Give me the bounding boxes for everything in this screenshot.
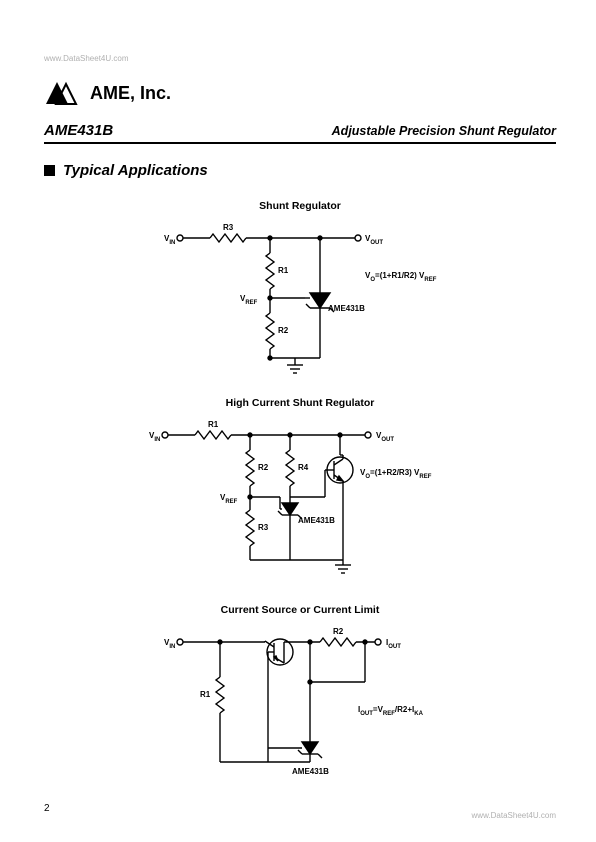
shunt-regulator-schematic: VIN R3 VOUT R1 VREF R2 AME431B VO=(1+R1/…: [150, 218, 450, 378]
page-subtitle: Adjustable Precision Shunt Regulator: [332, 124, 556, 138]
svg-text:VIN: VIN: [149, 431, 160, 443]
svg-text:AME431B: AME431B: [328, 304, 365, 313]
figure-shunt-regulator: Shunt Regulator: [150, 200, 450, 381]
svg-text:R2: R2: [258, 463, 269, 472]
svg-text:R1: R1: [278, 266, 289, 275]
svg-text:AME431B: AME431B: [292, 767, 329, 776]
section-heading: Typical Applications: [44, 162, 208, 179]
svg-text:VREF: VREF: [240, 294, 258, 306]
figure2-title: High Current Shunt Regulator: [140, 397, 460, 409]
svg-text:R1: R1: [200, 690, 211, 699]
svg-text:VOUT: VOUT: [376, 431, 394, 443]
svg-text:R2: R2: [333, 627, 344, 636]
svg-text:VO=(1+R1/R2) VREF: VO=(1+R1/R2) VREF: [365, 271, 437, 283]
company-logo-icon: [44, 80, 80, 106]
header: AME, Inc.: [44, 80, 556, 106]
svg-text:R3: R3: [258, 523, 269, 532]
svg-text:AME431B: AME431B: [298, 516, 335, 525]
figure-high-current-shunt: High Current Shunt Regulator: [140, 397, 460, 588]
watermark-top: www.DataSheet4U.com: [44, 54, 128, 63]
company-name: AME, Inc.: [90, 83, 171, 104]
svg-text:R2: R2: [278, 326, 289, 335]
svg-text:VIN: VIN: [164, 234, 175, 246]
watermark-bottom: www.DataSheet4U.com: [472, 811, 556, 820]
page-number: 2: [44, 803, 50, 814]
svg-text:R4: R4: [298, 463, 309, 472]
svg-text:VOUT: VOUT: [365, 234, 383, 246]
high-current-shunt-schematic: VIN R1 VOUT R2 R4 VREF R3 AME431B VO=(1+…: [140, 415, 460, 585]
figure-current-source: Current Source or Current Limit: [150, 604, 450, 785]
part-number: AME431B: [44, 122, 113, 139]
figure3-title: Current Source or Current Limit: [150, 604, 450, 616]
figure1-title: Shunt Regulator: [150, 200, 450, 212]
current-source-schematic: VIN R2 IOUT R1 AME431B IOUT=VREF/R2+IKA: [150, 622, 450, 782]
svg-text:IOUT: IOUT: [386, 638, 401, 650]
svg-text:R1: R1: [208, 420, 219, 429]
bullet-square-icon: [44, 165, 55, 176]
title-row: AME431B Adjustable Precision Shunt Regul…: [44, 122, 556, 144]
svg-text:VO=(1+R2/R3) VREF: VO=(1+R2/R3) VREF: [360, 468, 432, 480]
svg-text:VIN: VIN: [164, 638, 175, 650]
svg-text:VREF: VREF: [220, 493, 238, 505]
svg-text:IOUT=VREF/R2+IKA: IOUT=VREF/R2+IKA: [358, 705, 424, 717]
figures-container: Shunt Regulator: [44, 200, 556, 785]
svg-text:R3: R3: [223, 223, 234, 232]
section-title: Typical Applications: [63, 162, 208, 179]
